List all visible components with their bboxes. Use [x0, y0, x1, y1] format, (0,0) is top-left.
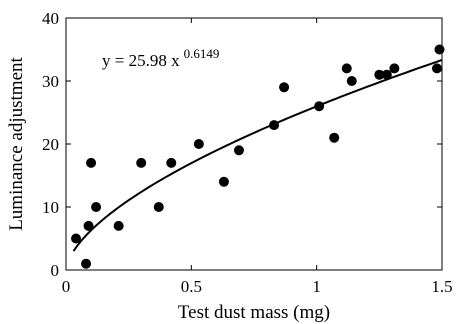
data-point — [431, 63, 442, 74]
data-point — [136, 157, 147, 168]
data-point — [91, 202, 102, 212]
data-point — [279, 82, 290, 93]
data-point — [83, 220, 94, 231]
y-tick-label: 10 — [42, 198, 59, 217]
data-points — [71, 44, 445, 269]
x-tick-label: 1.5 — [431, 277, 452, 296]
y-tick-label: 20 — [42, 135, 59, 154]
y-tick-label: 30 — [42, 72, 59, 91]
y-axis-label: Luminance adjustment — [6, 56, 27, 230]
data-point — [374, 69, 385, 80]
data-point — [166, 157, 177, 168]
x-axis-label: Test dust mass (mg) — [178, 302, 330, 323]
data-point — [269, 120, 280, 131]
data-point — [346, 76, 357, 86]
power-fit-curve — [72, 59, 443, 252]
data-point — [71, 233, 82, 244]
data-point — [193, 139, 204, 149]
data-point — [314, 101, 325, 112]
data-point — [381, 69, 392, 80]
x-tick-label: 1 — [312, 277, 321, 296]
data-point — [86, 157, 97, 168]
axis-ticks — [65, 17, 443, 271]
data-point — [218, 176, 229, 187]
data-point — [389, 63, 400, 74]
data-point — [233, 145, 244, 156]
fit-equation: y = 25.98 x 0.6149 — [102, 46, 219, 70]
x-tick-label: 0.5 — [181, 277, 202, 296]
data-point — [113, 220, 124, 231]
fit-equation-base: y = 25.98 x — [102, 51, 180, 70]
y-tick-label: 0 — [51, 261, 60, 280]
data-point — [153, 202, 164, 212]
fit-equation-exponent: 0.6149 — [184, 46, 220, 61]
data-point — [329, 132, 340, 143]
x-tick-label: 0 — [62, 277, 71, 296]
data-point — [434, 44, 445, 55]
axis-tick-labels: 0 0.5 1 1.5 0 10 20 30 40 — [42, 9, 453, 296]
data-point — [341, 63, 352, 74]
y-tick-label: 40 — [42, 9, 59, 28]
data-point — [81, 258, 92, 269]
